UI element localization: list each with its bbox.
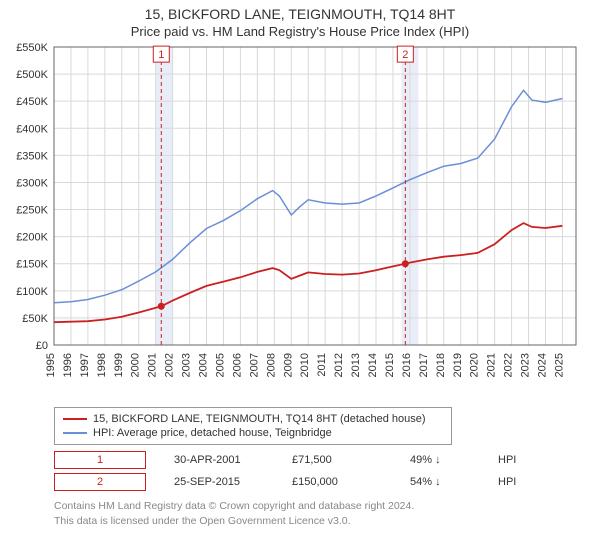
svg-text:2024: 2024	[536, 353, 548, 377]
chart-container: 15, BICKFORD LANE, TEIGNMOUTH, TQ14 8HT …	[0, 0, 600, 528]
svg-text:£450K: £450K	[16, 96, 48, 108]
svg-text:2000: 2000	[130, 353, 142, 377]
legend-row-price: 15, BICKFORD LANE, TEIGNMOUTH, TQ14 8HT …	[63, 412, 443, 426]
legend-box: 15, BICKFORD LANE, TEIGNMOUTH, TQ14 8HT …	[54, 407, 452, 445]
legend-swatch-price	[63, 418, 87, 420]
svg-text:1999: 1999	[113, 353, 125, 377]
svg-text:£300K: £300K	[16, 177, 48, 189]
svg-text:2022: 2022	[503, 353, 515, 377]
svg-text:2020: 2020	[469, 353, 481, 377]
svg-text:£350K: £350K	[16, 150, 48, 162]
svg-text:2005: 2005	[214, 353, 226, 377]
svg-text:1995: 1995	[45, 353, 57, 377]
marker-badge: 1	[54, 451, 146, 469]
footer-line1: Contains HM Land Registry data © Crown c…	[54, 499, 600, 514]
marker-table: 1 30-APR-2001 £71,500 49% ↓ HPI 2 25-SEP-2015 £…	[54, 449, 600, 493]
svg-text:2019: 2019	[452, 353, 464, 377]
marker-hpi: HPI	[498, 476, 518, 488]
svg-text:2006: 2006	[231, 353, 243, 377]
svg-text:£150K: £150K	[16, 259, 48, 271]
svg-text:2013: 2013	[350, 353, 362, 377]
svg-text:2001: 2001	[147, 353, 159, 377]
svg-text:1996: 1996	[62, 353, 74, 377]
marker-pct: 54% ↓	[410, 476, 470, 488]
svg-text:2: 2	[402, 49, 408, 61]
marker-row: 1 30-APR-2001 £71,500 49% ↓ HPI	[54, 449, 600, 471]
svg-text:2009: 2009	[282, 353, 294, 377]
svg-text:2021: 2021	[486, 353, 498, 377]
marker-pct: 49% ↓	[410, 454, 470, 466]
svg-text:2002: 2002	[164, 353, 176, 377]
marker-hpi: HPI	[498, 454, 518, 466]
svg-text:1998: 1998	[96, 353, 108, 377]
marker-row: 2 25-SEP-2015 £150,000 54% ↓ HPI	[54, 471, 600, 493]
svg-text:2023: 2023	[520, 353, 532, 377]
svg-text:2025: 2025	[553, 353, 565, 377]
svg-text:2010: 2010	[299, 353, 311, 377]
svg-text:2015: 2015	[384, 353, 396, 377]
title-line1: 15, BICKFORD LANE, TEIGNMOUTH, TQ14 8HT	[0, 6, 600, 22]
svg-text:2017: 2017	[418, 353, 430, 377]
chart-titles: 15, BICKFORD LANE, TEIGNMOUTH, TQ14 8HT …	[0, 0, 600, 41]
marker-badge: 2	[54, 473, 146, 491]
svg-text:£400K: £400K	[16, 123, 48, 135]
legend-row-hpi: HPI: Average price, detached house, Teig…	[63, 426, 443, 440]
svg-text:£100K: £100K	[16, 286, 48, 298]
svg-text:2008: 2008	[265, 353, 277, 377]
legend-label-hpi: HPI: Average price, detached house, Teig…	[93, 427, 332, 439]
svg-text:2016: 2016	[401, 353, 413, 377]
svg-text:2011: 2011	[316, 353, 328, 377]
marker-price: £71,500	[292, 454, 382, 466]
marker-date: 25-SEP-2015	[174, 476, 264, 488]
footer-line2: This data is licensed under the Open Gov…	[54, 514, 600, 529]
legend-swatch-hpi	[63, 432, 87, 434]
marker-date: 30-APR-2001	[174, 454, 264, 466]
svg-text:£550K: £550K	[16, 42, 48, 54]
svg-text:2007: 2007	[248, 353, 260, 377]
license-footer: Contains HM Land Registry data © Crown c…	[54, 499, 600, 528]
svg-text:2018: 2018	[435, 353, 447, 377]
svg-text:£50K: £50K	[22, 313, 48, 325]
chart-area: £0 £50K £100K £150K £200K £250K £300K £350K £400…	[0, 41, 600, 401]
marker-price: £150,000	[292, 476, 382, 488]
svg-text:£250K: £250K	[16, 205, 48, 217]
svg-text:£200K: £200K	[16, 232, 48, 244]
svg-text:1: 1	[158, 49, 164, 61]
svg-text:£0: £0	[36, 340, 48, 352]
legend-label-price: 15, BICKFORD LANE, TEIGNMOUTH, TQ14 8HT …	[93, 413, 426, 425]
svg-text:1997: 1997	[79, 353, 91, 377]
svg-text:2012: 2012	[333, 353, 345, 377]
line-chart-svg: £0 £50K £100K £150K £200K £250K £300K £350K £400…	[0, 41, 584, 401]
svg-text:2003: 2003	[181, 353, 193, 377]
svg-text:2014: 2014	[367, 353, 379, 377]
svg-text:£500K: £500K	[16, 69, 48, 81]
title-line2: Price paid vs. HM Land Registry's House …	[0, 24, 600, 39]
svg-text:2004: 2004	[198, 353, 210, 377]
